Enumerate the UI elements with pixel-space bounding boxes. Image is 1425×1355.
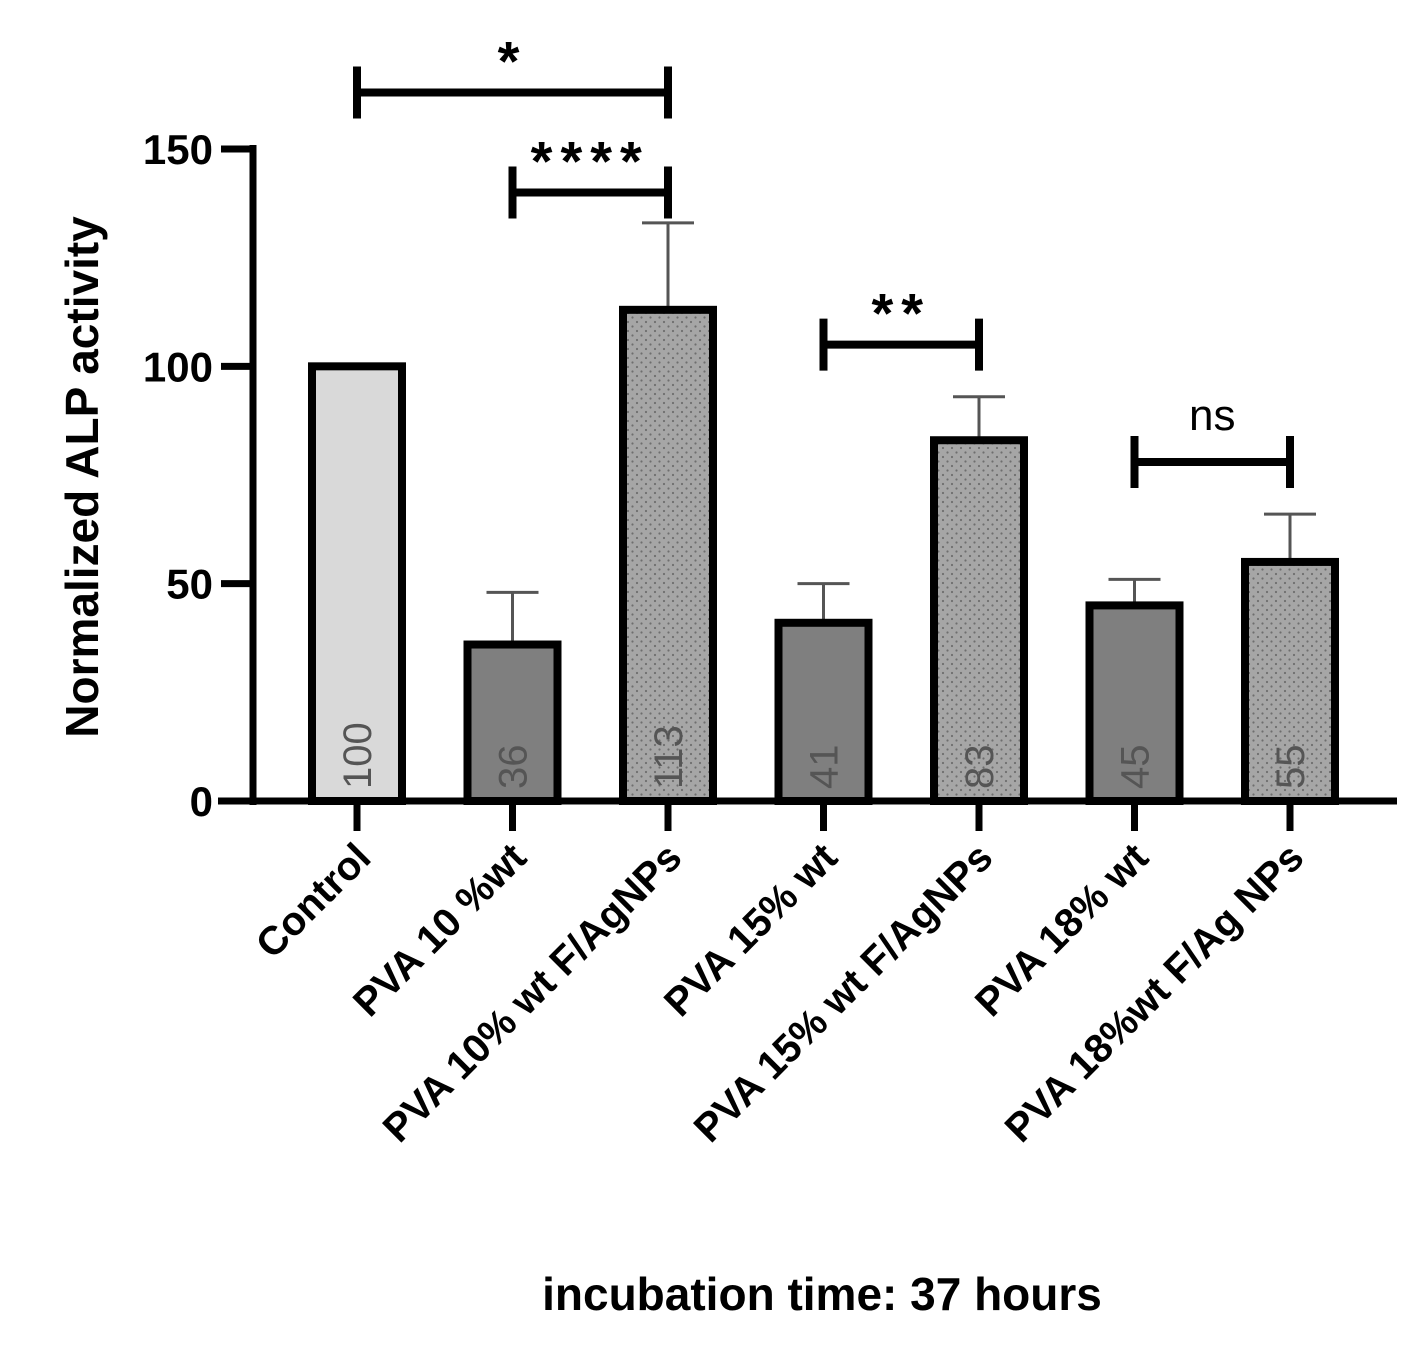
- x-axis-title: incubation time: 37 hours: [542, 1268, 1102, 1320]
- bar-value-label-6: 55: [1269, 745, 1313, 790]
- x-tick-label-4: PVA 15% wt F/AgNPs: [686, 835, 1002, 1151]
- y-tick-label-2: 100: [143, 343, 213, 390]
- bar-1: [463, 640, 562, 806]
- bar-6: [1241, 557, 1339, 806]
- x-tick-label-6: PVA 18%wt F/Ag NPs: [997, 835, 1313, 1151]
- sig-label-1: ****: [531, 129, 650, 192]
- bar-value-label-5: 45: [1114, 745, 1158, 790]
- x-tick-label-2: PVA 10% wt F/AgNPs: [375, 835, 691, 1151]
- bar-value-label-2: 113: [647, 725, 691, 789]
- y-axis-title: Normalized ALP activity: [56, 216, 108, 738]
- sig-label-0: *: [498, 29, 528, 92]
- bar-value-label-3: 41: [803, 745, 847, 790]
- bar-value-label-0: 100: [336, 722, 380, 789]
- bar-2: [619, 305, 717, 805]
- bar-5: [1085, 601, 1184, 806]
- y-tick-label-3: 150: [143, 126, 213, 173]
- x-tick-label-0: Control: [248, 835, 380, 967]
- y-tick-label-0: 0: [190, 778, 213, 825]
- y-tick-label-1: 50: [166, 561, 213, 608]
- bar-value-label-4: 83: [958, 745, 1002, 790]
- sig-label-2: **: [871, 282, 931, 345]
- sig-label-3: ns: [1189, 391, 1235, 440]
- bar-value-label-1: 36: [492, 745, 536, 790]
